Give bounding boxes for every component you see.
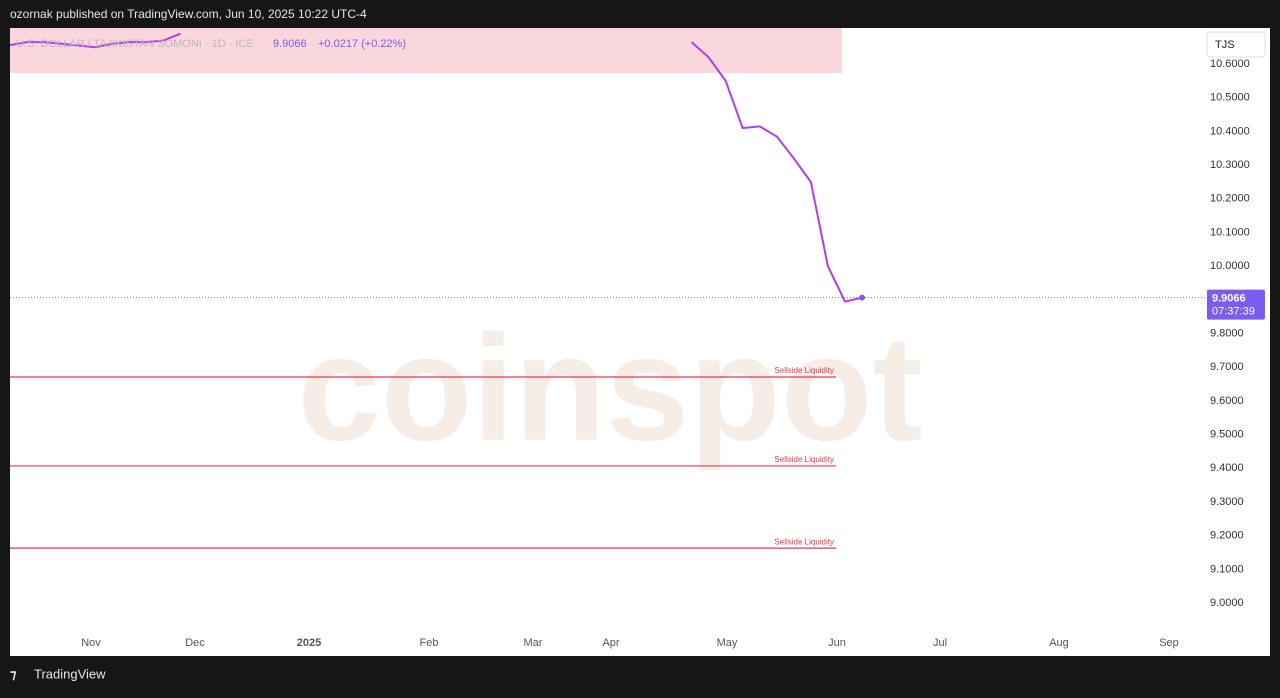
logo-mark: ⁊ [10, 666, 17, 681]
price-badge [1207, 289, 1265, 320]
y-tick-label: 9.6000 [1210, 395, 1244, 407]
y-tick-label: 10.2000 [1210, 193, 1250, 205]
x-tick-label: Nov [81, 637, 101, 649]
x-tick-label: May [717, 637, 738, 649]
legend-close: 9.9066 [273, 38, 307, 50]
chart-panel [10, 28, 1270, 656]
x-tick-label: Dec [185, 637, 205, 649]
x-tick-label: Jun [828, 637, 846, 649]
y-tick-label: 10.5000 [1210, 92, 1250, 104]
y-tick-label: 9.7000 [1210, 361, 1244, 373]
y-tick-label: 9.8000 [1210, 327, 1244, 339]
y-tick-label: 10.1000 [1210, 226, 1250, 238]
header: ozornak published on TradingView.com, Ju… [10, 7, 367, 21]
level-label: Sellside Liquidity [774, 366, 834, 375]
watermark: coinspot [298, 304, 923, 472]
x-tick-label: Apr [602, 637, 619, 649]
x-tick-label: Jul [933, 637, 947, 649]
level-label: Sellside Liquidity [774, 537, 834, 546]
y-tick-label: 9.2000 [1210, 530, 1244, 542]
y-tick-label: 9.3000 [1210, 496, 1244, 508]
x-tick-label: 2025 [297, 637, 321, 649]
y-tick-label: 9.1000 [1210, 563, 1244, 575]
x-tick-label: Sep [1159, 637, 1179, 649]
countdown: 07:37:39 [1212, 306, 1255, 318]
last-point [859, 294, 865, 301]
footer: TradingView [34, 666, 106, 681]
x-tick-label: Aug [1049, 637, 1069, 649]
y-tick-label: 10.3000 [1210, 159, 1250, 171]
x-tick-label: Feb [420, 637, 439, 649]
price-line [10, 32, 863, 303]
symbol: U.S. DOLLAR / TAJIKISTAN SOMONI · 1D · I… [16, 38, 254, 50]
y-tick-label: 9.0000 [1210, 597, 1244, 609]
y-tick-label: 10.4000 [1210, 125, 1250, 137]
level-label: Sellside Liquidity [774, 455, 834, 464]
price-badge-value: 9.9066 [1212, 293, 1246, 305]
y-tick-label: 9.5000 [1210, 429, 1244, 441]
x-tick-label: Mar [524, 637, 543, 649]
legend-change: +0.0217 (+0.22%) [318, 38, 406, 50]
currency: TJS [1215, 39, 1235, 51]
zone [10, 28, 842, 74]
currency-box [1206, 31, 1266, 58]
y-tick-label: 10.0000 [1210, 260, 1250, 272]
y-tick-label: 10.6000 [1210, 58, 1250, 70]
y-tick-label: 9.4000 [1210, 462, 1244, 474]
